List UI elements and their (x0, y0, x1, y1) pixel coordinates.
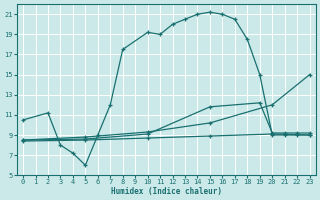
X-axis label: Humidex (Indice chaleur): Humidex (Indice chaleur) (111, 187, 222, 196)
